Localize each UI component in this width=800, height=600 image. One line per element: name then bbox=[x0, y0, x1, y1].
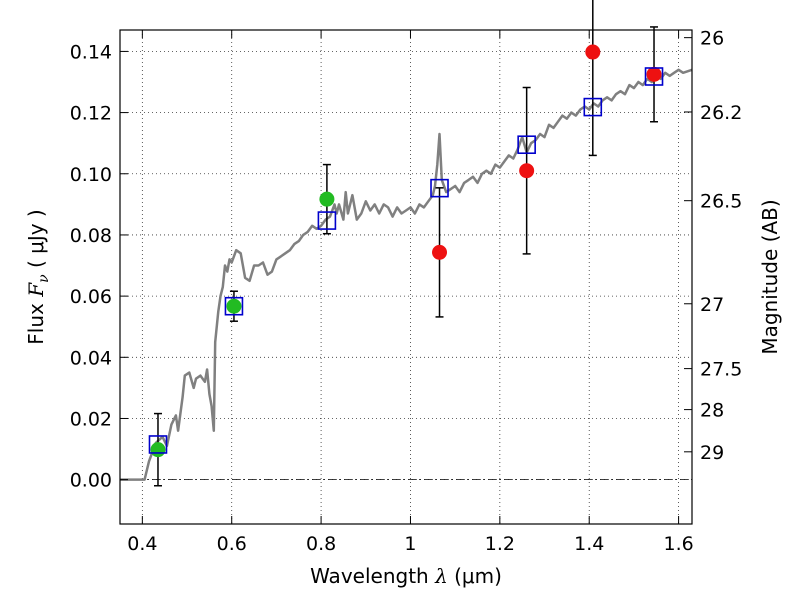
x-tick-label: 0.8 bbox=[306, 533, 336, 555]
model-square-marker bbox=[317, 211, 337, 230]
data-point bbox=[432, 244, 448, 260]
x-tick-label: 1 bbox=[404, 533, 416, 555]
spectrum-line bbox=[120, 68, 693, 481]
data-point bbox=[226, 298, 242, 314]
data-point bbox=[585, 44, 601, 60]
plot-frame bbox=[119, 29, 693, 525]
y2-tick-label: 27.5 bbox=[700, 359, 742, 381]
model-square-marker bbox=[430, 178, 449, 198]
x-axis-ticks: 0.4 0.6 0.8 1 1.2 1.4 1.6 bbox=[127, 30, 694, 555]
x-axis-title: Wavelength λ (μm) bbox=[310, 564, 502, 588]
y2-tick-label: 29 bbox=[700, 442, 724, 464]
y-tick-label: 0.10 bbox=[70, 164, 112, 186]
y-axis-ticks: 0.00 0.02 0.04 0.06 0.08 0.10 0.12 0.14 bbox=[70, 41, 128, 492]
y2-tick-label: 26 bbox=[700, 28, 724, 50]
y-tick-label: 0.06 bbox=[70, 286, 112, 308]
y2-tick-label: 26.2 bbox=[700, 102, 742, 124]
model-photometry bbox=[148, 67, 664, 454]
y-tick-label: 0.02 bbox=[70, 408, 112, 430]
model-square-marker bbox=[224, 296, 244, 316]
y-tick-label: 0.08 bbox=[70, 225, 112, 247]
data-point bbox=[150, 442, 166, 458]
grid-lines bbox=[120, 30, 692, 524]
data-point bbox=[319, 191, 335, 207]
y2-axis-title: Magnitude (AB) bbox=[758, 199, 782, 354]
model-spectrum bbox=[120, 68, 693, 481]
observed-points bbox=[150, 44, 662, 458]
model-square-marker bbox=[517, 135, 536, 155]
y-axis-title: Flux Fν ( μJy ) bbox=[24, 209, 52, 344]
y2-tick-label: 27 bbox=[700, 294, 724, 316]
y-tick-label: 0.04 bbox=[70, 347, 112, 369]
model-square-marker bbox=[583, 97, 603, 117]
data-point bbox=[646, 66, 662, 82]
y2-axis-ticks: 26 26.2 26.5 27 27.5 28 29 bbox=[684, 28, 742, 464]
x-tick-label: 1.4 bbox=[574, 533, 604, 555]
error-bars bbox=[153, 0, 659, 487]
y2-tick-label: 26.5 bbox=[700, 191, 742, 213]
y-tick-label: 0.00 bbox=[70, 470, 112, 492]
model-square-marker bbox=[644, 67, 664, 86]
y2-tick-label: 28 bbox=[700, 400, 724, 422]
x-tick-label: 0.6 bbox=[217, 533, 247, 555]
model-square-marker bbox=[148, 435, 168, 454]
y-tick-label: 0.14 bbox=[70, 41, 112, 63]
x-tick-label: 0.4 bbox=[127, 533, 157, 555]
data-point bbox=[519, 163, 535, 179]
x-tick-label: 1.2 bbox=[485, 533, 515, 555]
y-tick-label: 0.12 bbox=[70, 103, 112, 125]
x-tick-label: 1.6 bbox=[663, 533, 693, 555]
